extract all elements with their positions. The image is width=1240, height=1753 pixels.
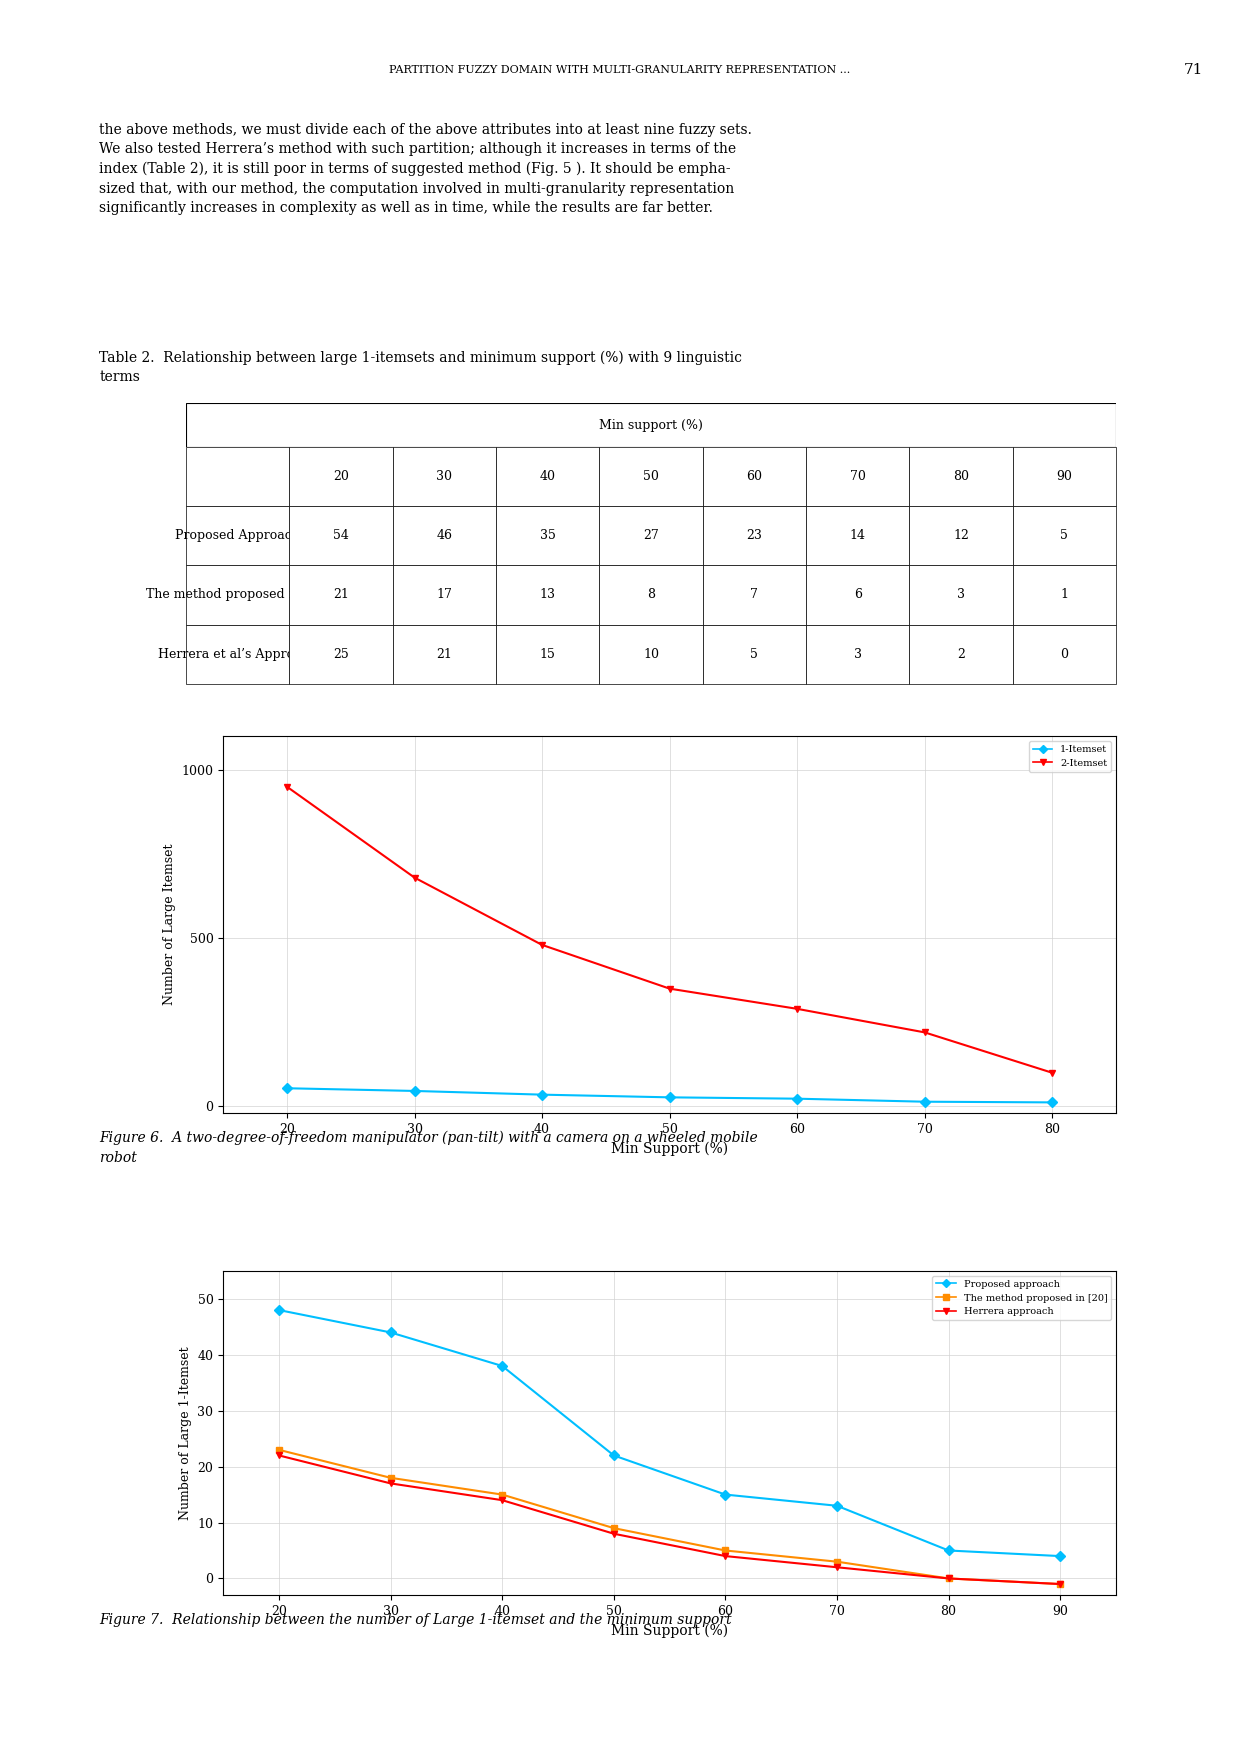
X-axis label: Min Support (%): Min Support (%) xyxy=(611,1623,728,1637)
Text: Table 2.  Relationship between large 1-itemsets and minimum support (%) with 9 l: Table 2. Relationship between large 1-it… xyxy=(99,351,743,384)
Text: Figure 6.  A two-degree-of-freedom manipulator (pan-tilt) with a camera on a whe: Figure 6. A two-degree-of-freedom manipu… xyxy=(99,1131,758,1164)
FancyBboxPatch shape xyxy=(186,403,1116,447)
Legend: Proposed approach, The method proposed in [20], Herrera approach: Proposed approach, The method proposed i… xyxy=(932,1276,1111,1320)
Legend: 1-Itemset, 2-Itemset: 1-Itemset, 2-Itemset xyxy=(1029,742,1111,771)
Y-axis label: Number of Large Itemset: Number of Large Itemset xyxy=(162,843,176,1006)
Text: 71: 71 xyxy=(1183,63,1203,77)
Y-axis label: Number of Large 1-Itemset: Number of Large 1-Itemset xyxy=(179,1346,192,1520)
Text: PARTITION FUZZY DOMAIN WITH MULTI-GRANULARITY REPRESENTATION ...: PARTITION FUZZY DOMAIN WITH MULTI-GRANUL… xyxy=(389,65,851,75)
Text: Min support (%): Min support (%) xyxy=(599,419,703,431)
Text: the above methods, we must divide each of the above attributes into at least nin: the above methods, we must divide each o… xyxy=(99,123,753,216)
Text: Figure 7.  Relationship between the number of Large 1-itemset and the minimum su: Figure 7. Relationship between the numbe… xyxy=(99,1613,732,1627)
X-axis label: Min Support (%): Min Support (%) xyxy=(611,1141,728,1155)
